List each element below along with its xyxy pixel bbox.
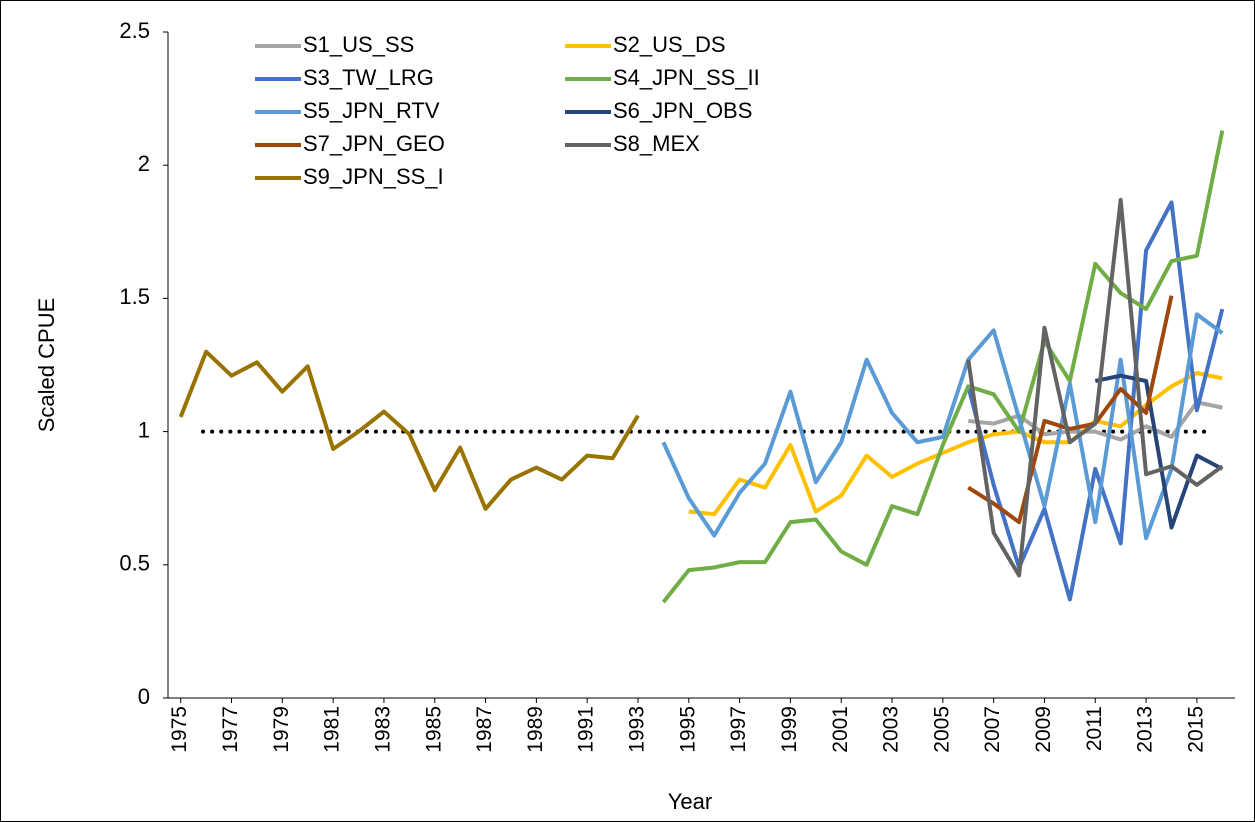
y-axis-title: Scaled CPUE — [34, 298, 59, 433]
series-line — [966, 197, 1224, 578]
legend-label: S5_JPN_RTV — [303, 98, 440, 123]
legend-label: S4_JPN_SS_II — [613, 65, 760, 90]
y-tick-label: 1 — [138, 417, 150, 442]
x-tick-label: 2013 — [1134, 706, 1157, 753]
x-tick-label: 2015 — [1184, 706, 1207, 753]
x-tick-label: 1985 — [422, 706, 445, 753]
x-tick-label: 2007 — [981, 706, 1004, 753]
x-axis-title: Year — [668, 789, 712, 814]
series-line — [966, 200, 1225, 602]
x-tick-label: 1989 — [524, 706, 547, 753]
legend-label: S9_JPN_SS_I — [303, 164, 444, 189]
x-tick-label: 2011 — [1083, 706, 1106, 751]
x-tick-label: 1981 — [321, 706, 344, 753]
x-tick-label: 1977 — [219, 706, 242, 753]
y-tick-label: 2 — [138, 151, 150, 176]
x-tick-label: 1975 — [168, 706, 191, 753]
legend-label: S2_US_DS — [613, 32, 726, 57]
x-tick-label: 2009 — [1032, 706, 1055, 753]
x-tick-label: 1997 — [727, 706, 750, 753]
x-tick-label: 1987 — [473, 706, 496, 753]
x-tick-label: 1983 — [371, 706, 394, 753]
y-tick-label: 2.5 — [119, 18, 150, 43]
x-tick-label: 2003 — [880, 706, 903, 753]
x-tick-label: 2005 — [930, 706, 953, 753]
series-line — [1094, 373, 1224, 530]
legend-label: S3_TW_LRG — [303, 65, 434, 90]
legend-label: S1_US_SS — [303, 32, 414, 57]
series-line — [661, 312, 1224, 541]
x-tick-label: 2001 — [829, 706, 852, 753]
x-tick-label: 1995 — [676, 706, 699, 753]
y-tick-label: 0 — [138, 684, 150, 709]
series-line — [967, 295, 1174, 525]
legend-label: S8_MEX — [613, 131, 700, 156]
y-tick-label: 0.5 — [119, 551, 150, 576]
x-tick-label: 1999 — [778, 706, 801, 753]
x-tick-label: 1991 — [575, 706, 598, 753]
legend-label: S7_JPN_GEO — [303, 131, 445, 156]
x-tick-label: 1979 — [270, 706, 293, 753]
x-tick-label: 1993 — [626, 706, 649, 753]
legend-label: S6_JPN_OBS — [613, 98, 752, 123]
y-tick-label: 1.5 — [119, 284, 150, 309]
series-line — [178, 349, 640, 511]
